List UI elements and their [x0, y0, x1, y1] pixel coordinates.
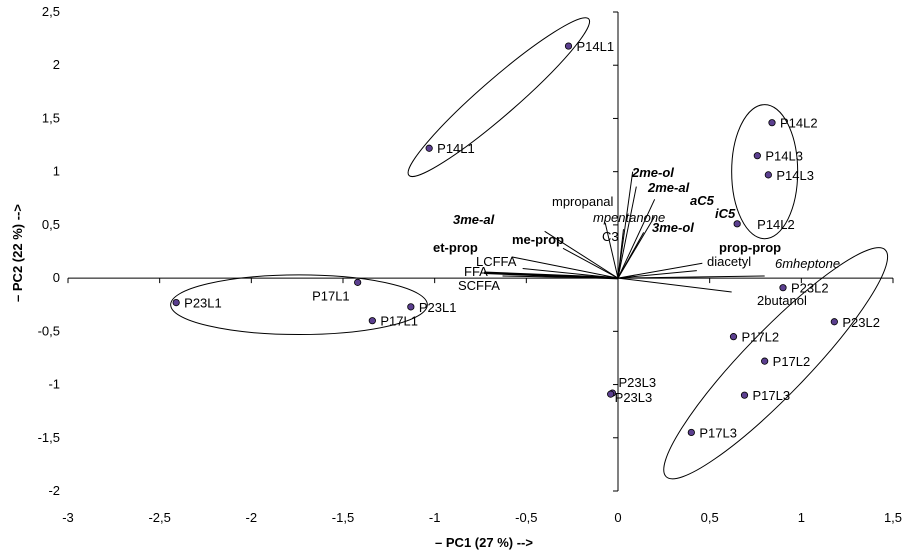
point-label: P17L1: [312, 288, 350, 303]
loading-arrow: [617, 232, 645, 279]
x-tick-label: -1,5: [332, 510, 354, 525]
point-label: P14L2: [780, 116, 818, 131]
y-tick-label: -0,5: [38, 323, 60, 338]
y-tick-label: 1: [53, 164, 60, 179]
variable-label: diacetyl: [707, 254, 751, 269]
data-point: [830, 318, 838, 326]
point-label: P14L3: [765, 149, 803, 164]
loading-arrow: [617, 186, 637, 279]
loading-arrow: [617, 277, 732, 293]
data-point: [425, 144, 433, 152]
loading-arrow: [617, 270, 697, 279]
point-label: P17L2: [742, 330, 780, 345]
data-point: [564, 42, 573, 50]
loading-arrow: [617, 275, 765, 279]
variable-label: mpentanone: [593, 210, 665, 225]
loading-arrow: [617, 262, 703, 279]
point-label: P23L1: [184, 296, 222, 311]
x-axis-title: – PC1 (27 %) -->: [435, 535, 533, 550]
y-tick-label: -1: [48, 377, 60, 392]
data-point: [368, 317, 376, 325]
variable-label: C3: [602, 229, 619, 244]
variable-label: 6mheptone: [775, 256, 840, 271]
data-point: [768, 119, 776, 127]
point-label: P14L3: [776, 168, 814, 183]
data-point: [407, 303, 415, 311]
variable-label: me-prop: [512, 232, 564, 247]
y-tick-label: 0: [53, 270, 60, 285]
point-label: P23L3: [615, 390, 653, 405]
variable-label: SCFFA: [458, 278, 500, 293]
loading-arrow-bold: [484, 271, 619, 280]
group-ellipse: [663, 247, 889, 480]
data-point: [354, 278, 362, 286]
variable-label: 3me-al: [453, 212, 495, 227]
variable-label: et-prop: [433, 240, 478, 255]
point-label: P23L1: [419, 300, 457, 315]
x-tick-label: -2: [246, 510, 258, 525]
point-label: P23L2: [791, 281, 829, 296]
x-tick-label: -2,5: [148, 510, 170, 525]
group-ellipses: [170, 17, 889, 480]
variable-label: LCFFA: [476, 254, 517, 269]
observation-points: P14L1 P14L1 P14L2 P14L3 P14L3 P14L2 P17L1 P17L1…: [172, 39, 880, 440]
x-tick-label: 0: [614, 510, 621, 525]
x-tick-label: -3: [62, 510, 74, 525]
variable-label: 2me-al: [647, 180, 690, 195]
data-point: [687, 428, 695, 437]
data-point: [172, 298, 180, 307]
variable-label: prop-prop: [719, 240, 781, 255]
data-point: [740, 391, 749, 399]
data-point: [753, 152, 761, 160]
y-tick-label: 2: [53, 57, 60, 72]
x-tick-label: 1,5: [884, 510, 902, 525]
point-label: P23L3: [619, 375, 657, 390]
variable-label: aC5: [690, 193, 715, 208]
y-tick-label: 1,5: [42, 110, 60, 125]
point-label: P17L1: [380, 314, 418, 329]
variable-label: FFA: [464, 264, 488, 279]
data-point: [761, 357, 769, 365]
point-label: P14L1: [577, 39, 615, 54]
variable-label: 3me-ol: [652, 220, 694, 235]
loading-arrow: [511, 256, 619, 279]
tick-labels: -3 -2,5 -2 -1,5 -1 -0,5 0 0,5 1 1,5 -2 -1,5 -1 -0,5 0 0…: [38, 4, 902, 525]
y-axis-title: – PC2 (22 %) -->: [10, 204, 25, 302]
x-tick-label: -1: [429, 510, 441, 525]
loading-arrow: [617, 229, 624, 279]
variable-label: iC5: [715, 206, 736, 221]
loading-arrow: [617, 199, 656, 279]
variable-label: 2butanol: [757, 293, 807, 308]
plot-axes: [67, 11, 894, 492]
point-label: P17L3: [753, 388, 791, 403]
loading-arrow: [604, 222, 619, 279]
x-tick-label: -0,5: [515, 510, 537, 525]
data-point: [729, 333, 738, 341]
loading-arrow: [562, 247, 619, 279]
y-tick-label: -2: [48, 483, 60, 498]
point-label: P23L2: [842, 315, 880, 330]
data-point: [607, 390, 615, 398]
data-point: [779, 284, 787, 292]
y-tick-label: -1,5: [38, 430, 60, 445]
point-label: P14L2: [757, 217, 795, 232]
group-ellipse: [731, 104, 799, 240]
loading-arrow: [544, 230, 619, 279]
data-point: [733, 220, 741, 228]
x-tick-label: 0,5: [701, 510, 719, 525]
group-ellipse: [170, 274, 428, 336]
y-tick-label: 2,5: [42, 4, 60, 19]
variable-label: 2me-ol: [631, 165, 674, 180]
variable-label: mpropanal: [552, 194, 614, 209]
y-tick-label: 0,5: [42, 217, 60, 232]
group-ellipse: [407, 17, 591, 178]
point-label: P17L3: [699, 425, 737, 440]
point-label: P17L2: [773, 354, 811, 369]
x-tick-label: 1: [798, 510, 805, 525]
point-label: P14L1: [437, 141, 475, 156]
data-point: [764, 171, 772, 179]
